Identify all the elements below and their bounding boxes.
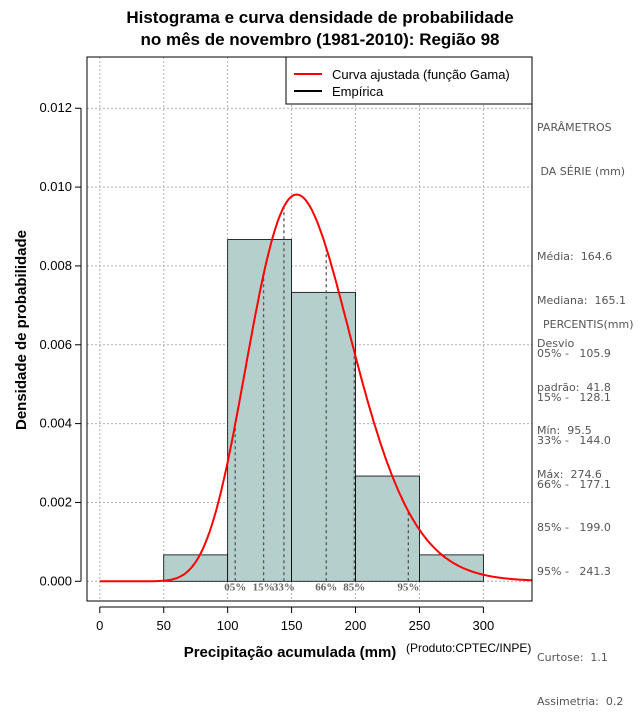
x-tick-label: 100 [217,618,239,633]
stat-p95: 95% - 241.3 [537,564,611,578]
stat-p85: 85% - 199.0 [537,521,611,534]
stat-mediana: Mediana: 165.1 [537,293,626,307]
percentis-panel: PERCENTIS(mm) [543,289,634,347]
params-title: PARÂMETROS [537,121,612,134]
stat-padrao: padrão: 41.8 [537,380,611,394]
stat-curtose: Curtose: 1.1 [537,651,608,664]
percentile-label: 66% [315,581,337,593]
stat-assimetria: Assimetria: 0.2 [537,694,624,708]
y-tick-label: 0.012 [39,100,72,115]
stat-max: Máx: 274.6 [537,467,602,481]
percentile-label: 95% [397,581,419,593]
histogram-chart: 05% 15%33% 66% 85% 95% 0 50 100 150 200 250 300 0.… [13,56,533,660]
x-tick-label: 150 [281,618,303,633]
percentis-title: PERCENTIS(mm) [543,318,634,331]
percentile-label: 15% [253,581,275,593]
y-tick-label: 0.010 [39,179,72,194]
histogram-bar [291,291,356,582]
histogram-bar [163,554,229,582]
chart-title-line2: no mês de novembro (1981-2010): Região 9… [140,30,500,49]
y-tick-label: 0.006 [39,337,72,352]
stat-p05: 05% - 105.9 [537,347,611,360]
stat-desvio: Desvio [537,337,575,350]
percentis-values: 05% - 105.9 15% - 128.1 33% - 144.0 66% … [537,318,623,724]
x-tick-label: 200 [345,618,367,633]
y-axis-label: Densidade de probabilidade [13,230,30,430]
stat-p66: 66% - 177.1 [537,477,611,491]
y-tick-label: 0.000 [39,573,72,588]
x-axis-label: Precipitação acumulada (mm) [184,644,397,660]
stats-panel: PARÂMETROS DA SÉRIE (mm) Média: 164.6 Me… [537,92,626,497]
legend-label: Curva ajustada (função Gama) [332,67,510,82]
stat-min: Mín: 95.5 [537,424,592,437]
x-tick-label: 250 [409,618,431,633]
stat-p33: 33% - 144.0 [537,434,611,447]
y-tick-label: 0.008 [39,258,72,273]
percentile-label: 85% [343,581,365,593]
gamma-fit-curve [99,193,533,583]
y-tick-label: 0.004 [39,416,72,431]
stat-p15: 15% - 128.1 [537,390,611,404]
product-credit: (Produto:CPTEC/INPE) [406,641,532,655]
legend-box [285,56,533,105]
y-tick-label: 0.002 [39,494,72,509]
chart-title-line1: Histograma e curva densidade de probabil… [126,8,514,27]
histogram-bar [419,554,484,582]
x-tick-label: 300 [473,618,495,633]
histogram-bar [355,475,420,582]
percentile-label: 33% [273,581,295,593]
percentile-label: 05% [224,581,246,593]
legend-label: Empírica [332,84,384,99]
x-tick-label: 0 [96,618,103,633]
params-subtitle: DA SÉRIE (mm) [537,164,626,178]
stat-media: Média: 164.6 [537,250,613,263]
x-tick-label: 50 [156,618,170,633]
